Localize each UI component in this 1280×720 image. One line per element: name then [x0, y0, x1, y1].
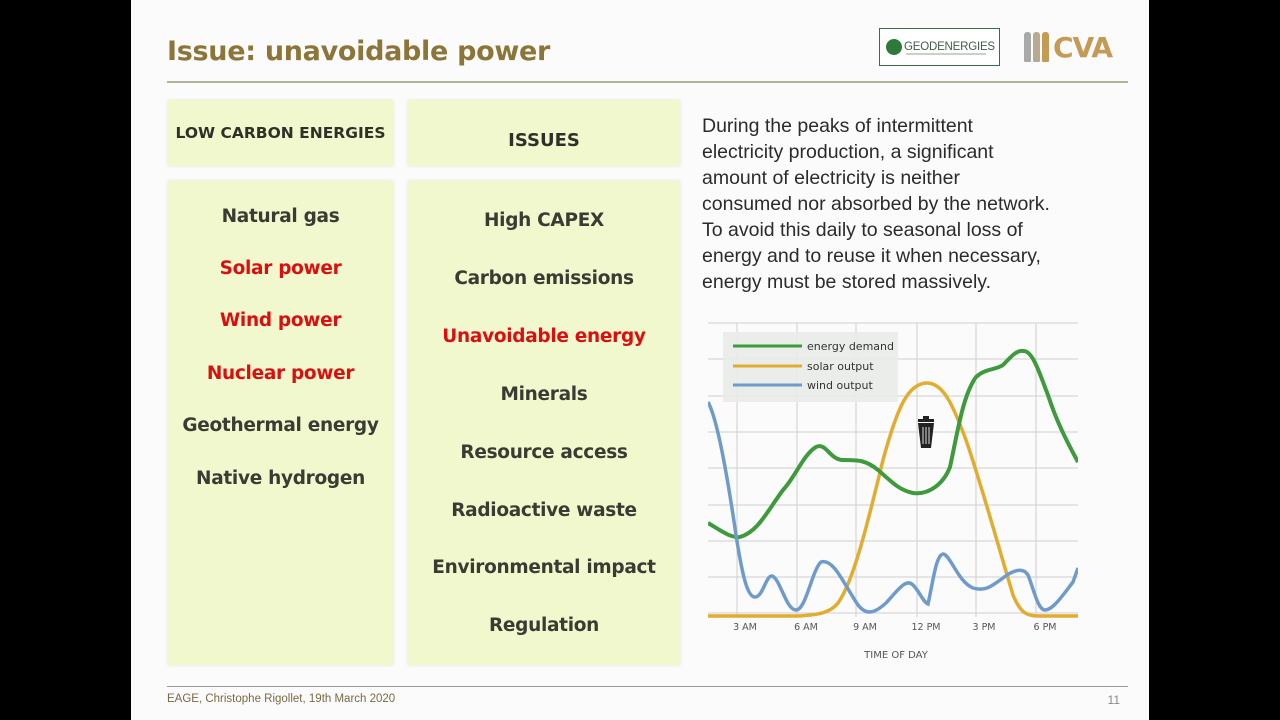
- list-item: Regulation: [488, 615, 600, 636]
- geodenergies-logo: GEODENERGIES: [879, 28, 1000, 66]
- paragraph-line: To avoid this daily to seasonal loss of: [702, 219, 1023, 241]
- paragraph-line: During the peaks of intermittent: [702, 115, 973, 137]
- globe-icon: [886, 39, 902, 55]
- x-tick: 6 AM: [794, 622, 818, 633]
- paragraph-line: energy and to reuse it when necessary,: [702, 245, 1041, 267]
- chart-legend: energy demand solar output wind output: [723, 332, 898, 402]
- issues-header-label: ISSUES: [508, 129, 580, 151]
- list-item: Environmental impact: [432, 557, 656, 578]
- person-figure-icon: [1033, 32, 1040, 62]
- footer-credit: EAGE, Christophe Rigollet, 19th March 20…: [167, 693, 396, 705]
- title-divider: [167, 81, 1128, 83]
- slide-title: Issue: unavoidable power: [167, 36, 551, 67]
- list-item: High CAPEX: [483, 210, 605, 231]
- list-item: Wind power: [219, 310, 342, 331]
- logo-tagline: [906, 53, 986, 55]
- legend-wind-label: wind output: [807, 379, 873, 392]
- paragraph-line: consumed nor absorbed by the network.: [702, 193, 1050, 215]
- low-carbon-header: LOW CARBON ENERGIES: [168, 100, 393, 166]
- x-axis-label: TIME OF DAY: [863, 650, 929, 661]
- x-axis-ticks: 3 AM 6 AM 9 AM 12 PM 3 PM 6 PM: [733, 622, 1056, 633]
- x-tick: 6 PM: [1034, 622, 1057, 633]
- low-carbon-header-label: LOW CARBON ENERGIES: [175, 124, 386, 142]
- list-item: Natural gas: [221, 206, 340, 227]
- list-item: Resource access: [460, 442, 628, 463]
- person-figure-icon: [1024, 32, 1031, 62]
- issues-list: High CAPEX Carbon emissions Unavoidable …: [408, 181, 680, 665]
- x-tick: 3 AM: [733, 622, 757, 633]
- person-figure-icon: [1042, 32, 1049, 62]
- legend-solar-label: solar output: [807, 360, 874, 373]
- list-item: Native hydrogen: [196, 468, 365, 489]
- energy-chart: energy demand solar output wind output 3…: [708, 322, 1078, 661]
- x-tick: 3 PM: [973, 622, 996, 633]
- low-carbon-list: Natural gas Solar power Wind power Nucle…: [168, 181, 393, 665]
- list-item: Solar power: [219, 258, 342, 279]
- paragraph-line: electricity production, a significant: [702, 141, 994, 163]
- slide: Issue: unavoidable power GEODENERGIES CV…: [131, 0, 1149, 720]
- paragraph-line: energy must be stored massively.: [702, 271, 992, 293]
- x-tick: 12 PM: [911, 622, 940, 633]
- list-item: Unavoidable energy: [442, 326, 646, 347]
- list-item: Carbon emissions: [454, 268, 634, 289]
- geodenergies-logo-text: GEODENERGIES: [904, 41, 995, 53]
- x-tick: 9 AM: [853, 622, 877, 633]
- trash-can-icon: [918, 416, 934, 448]
- list-item: Minerals: [500, 384, 588, 405]
- footer-divider: [167, 686, 1128, 687]
- energy-demand-line: [708, 348, 1078, 540]
- wind-output-line: [708, 401, 1078, 614]
- list-item: Nuclear power: [206, 363, 355, 384]
- description-paragraph: During the peaks of intermittent electri…: [702, 113, 1102, 295]
- cva-logo: CVA: [1024, 30, 1113, 64]
- paragraph-line: amount of electricity is neither: [702, 167, 960, 189]
- legend-demand-label: energy demand: [807, 340, 894, 353]
- page-number: 11: [1107, 693, 1120, 707]
- solar-output-line: [708, 381, 1078, 618]
- issues-header: ISSUES: [408, 100, 680, 166]
- list-item: Geothermal energy: [182, 415, 379, 436]
- list-item: Radioactive waste: [451, 500, 637, 521]
- cva-logo-text: CVA: [1053, 30, 1113, 64]
